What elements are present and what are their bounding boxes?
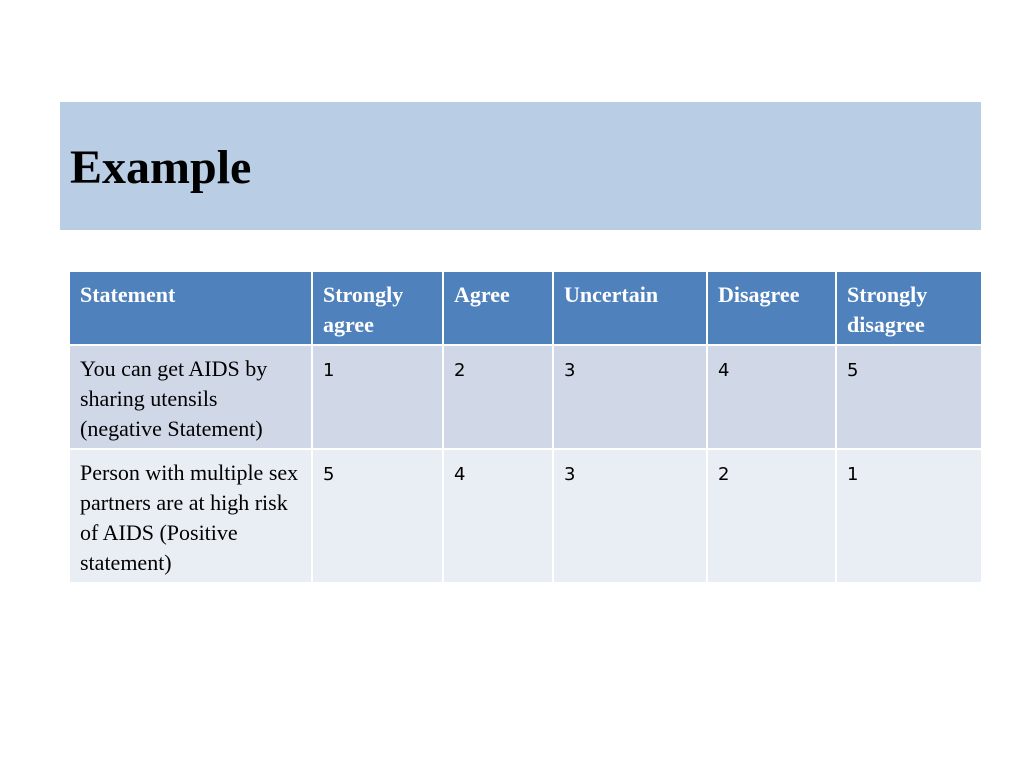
score-cell: 5 (835, 345, 983, 450)
title-band: Example (60, 102, 981, 230)
likert-scale-table: Statement Strongly agree Agree Uncertain… (68, 272, 983, 584)
table-header-row: Statement Strongly agree Agree Uncertain… (68, 272, 983, 346)
statement-cell: You can get AIDS by sharing utensils (ne… (68, 345, 313, 450)
score-cell: 2 (706, 449, 837, 584)
header-disagree: Disagree (706, 272, 837, 346)
header-agree: Agree (442, 272, 554, 346)
header-strongly-disagree: Strongly disagree (835, 272, 983, 346)
score-cell: 1 (835, 449, 983, 584)
slide-title: Example (70, 141, 252, 194)
header-strongly-agree: Strongly agree (311, 272, 444, 346)
header-uncertain: Uncertain (552, 272, 708, 346)
header-statement: Statement (68, 272, 313, 346)
score-cell: 5 (311, 449, 444, 584)
score-cell: 4 (706, 345, 837, 450)
score-cell: 2 (442, 345, 554, 450)
score-cell: 4 (442, 449, 554, 584)
score-cell: 3 (552, 345, 708, 450)
table-row: Person with multiple sex partners are at… (68, 449, 983, 584)
table-row: You can get AIDS by sharing utensils (ne… (68, 345, 983, 450)
score-cell: 1 (311, 345, 444, 450)
statement-cell: Person with multiple sex partners are at… (68, 449, 313, 584)
score-cell: 3 (552, 449, 708, 584)
